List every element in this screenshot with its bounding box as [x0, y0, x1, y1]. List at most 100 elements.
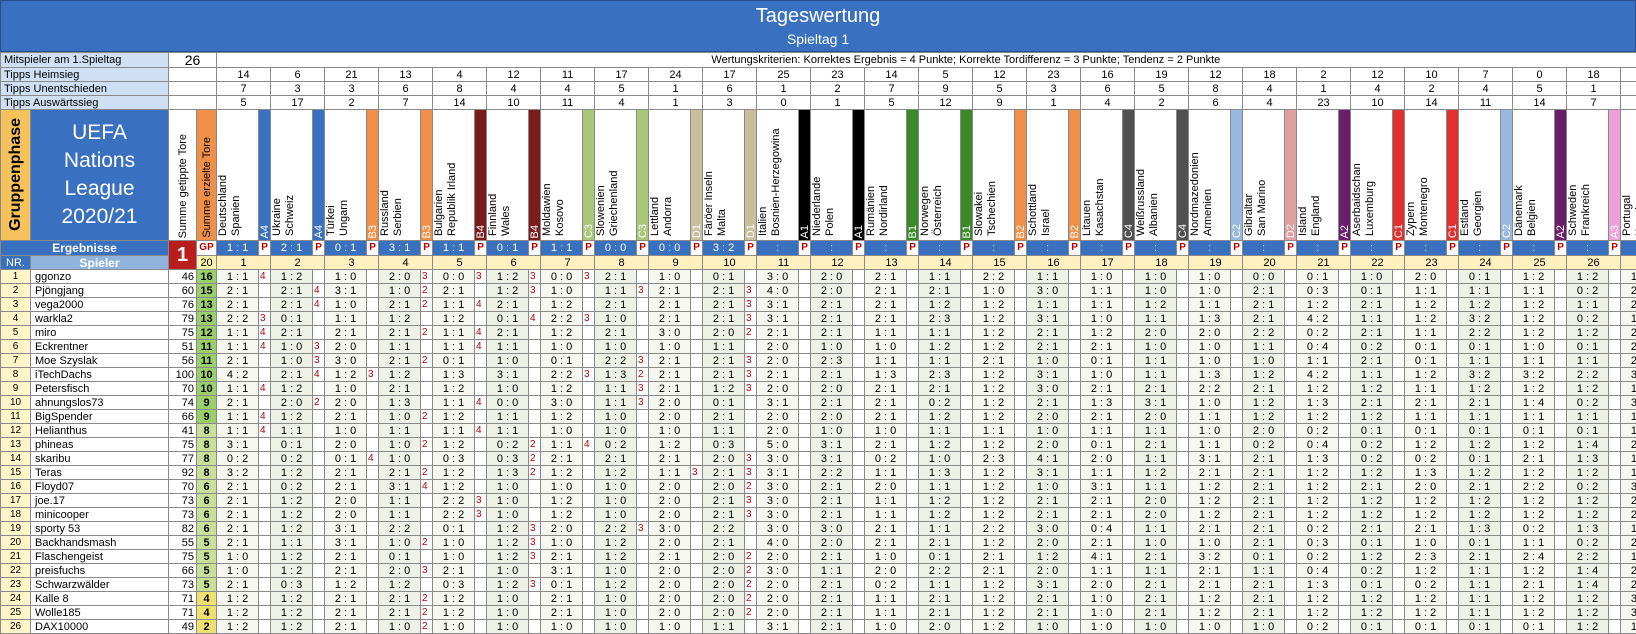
tip-points — [1608, 605, 1622, 620]
match-result: 3 : 1 — [378, 240, 422, 256]
tipps-count: 18 — [1242, 67, 1298, 82]
tip-points: 3 — [744, 507, 758, 522]
player-tip: 0 : 1 — [1080, 353, 1124, 368]
player-points: 16 — [196, 269, 218, 284]
player-tip: 1 : 0 — [594, 339, 638, 354]
tip-points — [798, 311, 812, 326]
player-tip: 5 : 0 — [756, 437, 800, 452]
tip-points — [690, 395, 704, 410]
tip-points — [744, 409, 758, 424]
player-tip: 3 : 1 — [216, 437, 260, 452]
tipps-count: 7 — [1458, 67, 1514, 82]
tip-points — [906, 549, 920, 564]
tip-points — [1284, 409, 1298, 424]
player-tip: 1 : 3 — [864, 367, 908, 382]
match-result: 0 : 0 — [648, 240, 692, 256]
group-tag: A2 — [1554, 109, 1568, 241]
player-tip: 2 : 1 — [702, 297, 746, 312]
tipps-count: 4 — [1350, 81, 1406, 96]
player-tip: 1 : 0 — [594, 591, 638, 606]
tip-points: 3 — [636, 395, 650, 410]
player-tip: 0 : 1 — [1566, 423, 1610, 438]
tip-points — [852, 465, 866, 480]
tip-points — [1338, 437, 1352, 452]
tip-points — [636, 325, 650, 340]
player-tip: 2 : 0 — [756, 423, 800, 438]
player-tip: 1 : 0 — [1188, 423, 1232, 438]
group-tag: C1 — [1446, 109, 1460, 241]
sum-real-total: 20 — [196, 255, 218, 270]
player-tip: 2 : 0 — [648, 507, 692, 522]
player-tip: 2 : 0 — [810, 283, 854, 298]
player-tip: 2 : 1 — [1404, 521, 1448, 536]
player-nr: 8 — [0, 367, 31, 382]
tipps-count: 23 — [1026, 67, 1082, 82]
tip-points — [1338, 269, 1352, 284]
player-tip: 2 : 1 — [810, 325, 854, 340]
player-tip: 1 : 2 — [972, 339, 1016, 354]
tip-points — [1608, 549, 1622, 564]
player-tip: 2 : 2 — [810, 465, 854, 480]
player-tip: 2 : 1 — [432, 563, 476, 578]
tip-points — [1500, 311, 1514, 326]
tip-points — [1338, 283, 1352, 298]
tip-points — [312, 549, 326, 564]
tip-points — [528, 409, 542, 424]
tip-points — [258, 395, 272, 410]
player-tip: 1 : 2 — [1296, 409, 1340, 424]
tip-points — [798, 269, 812, 284]
tipps-count: 10 — [486, 95, 542, 110]
player-tip: 0 : 1 — [702, 395, 746, 410]
player-tip: 3 : 0 — [1026, 521, 1070, 536]
tip-points — [1284, 437, 1298, 452]
tip-points: 3 — [744, 493, 758, 508]
player-tip: 2 : 1 — [648, 311, 692, 326]
tip-points — [312, 507, 326, 522]
tip-points — [1068, 563, 1082, 578]
player-tip: 1 : 1 — [1458, 353, 1502, 368]
player-tip: 1 : 3 — [1188, 367, 1232, 382]
tip-points — [1068, 591, 1082, 606]
player-nr: 7 — [0, 353, 31, 368]
tip-points — [906, 283, 920, 298]
tip-points: 3 — [420, 563, 434, 578]
player-tip: 1 : 2 — [216, 605, 260, 620]
tip-points — [1014, 353, 1028, 368]
player-tip: 1 : 0 — [1620, 619, 1636, 634]
match-result: : — [864, 240, 908, 256]
tip-points — [582, 409, 596, 424]
tip-points — [312, 451, 326, 466]
tip-points — [1554, 381, 1568, 396]
tip-points — [582, 451, 596, 466]
player-tip: 2 : 2 — [1242, 325, 1286, 340]
player-tip: 2 : 1 — [1620, 507, 1636, 522]
player-tip: 0 : 1 — [1404, 619, 1448, 634]
tip-points — [1338, 311, 1352, 326]
player-points: 9 — [196, 409, 218, 424]
player-tip: 1 : 0 — [1026, 479, 1070, 494]
player-tip: 1 : 1 — [1620, 381, 1636, 396]
player-tip: 2 : 2 — [1512, 479, 1556, 494]
player-tip: 2 : 1 — [1620, 437, 1636, 452]
player-tip: 1 : 2 — [270, 507, 314, 522]
player-tip: 1 : 2 — [1404, 493, 1448, 508]
player-tip: 1 : 2 — [1404, 297, 1448, 312]
tip-points — [420, 521, 434, 536]
player-tip: 2 : 1 — [216, 479, 260, 494]
tip-points — [1554, 437, 1568, 452]
home-team: Schottland — [1027, 184, 1040, 236]
player-tip: 0 : 4 — [1296, 339, 1340, 354]
player-tip: 1 : 2 — [972, 605, 1016, 620]
tip-points — [312, 465, 326, 480]
player-tip: 0 : 2 — [1350, 451, 1394, 466]
player-tip: 1 : 0 — [216, 563, 260, 578]
tip-points — [582, 493, 596, 508]
player-tip: 2 : 1 — [810, 297, 854, 312]
player-tip: 2 : 0 — [702, 563, 746, 578]
player-tip: 1 : 2 — [972, 479, 1016, 494]
player-tip: 1 : 1 — [1134, 563, 1178, 578]
tip-points — [1068, 311, 1082, 326]
tip-points — [1014, 367, 1028, 382]
tipps-count: 1 — [756, 81, 812, 96]
player-tip: 1 : 0 — [1188, 395, 1232, 410]
